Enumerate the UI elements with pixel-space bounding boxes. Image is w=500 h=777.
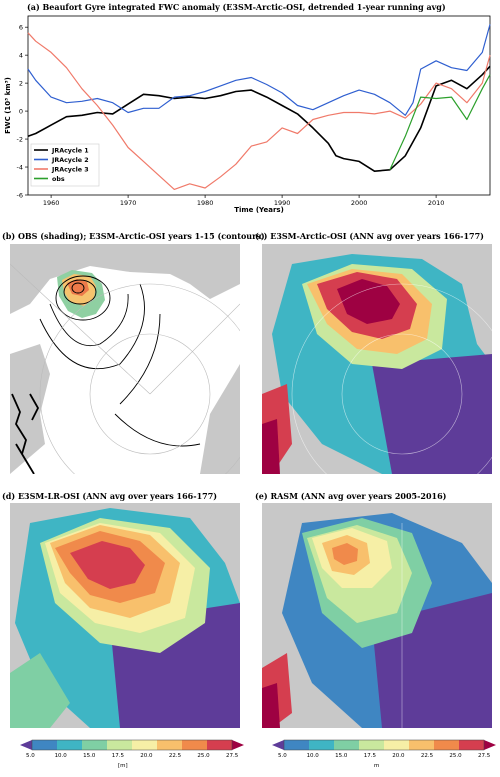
colorbar-segment [459, 740, 485, 750]
fwc-timeseries-chart: 1960 1970 1980 1990 2000 2010 -6 -4 -2 0 2 4 6 Time (… [4, 15, 491, 214]
colorbar-segment [157, 740, 183, 750]
y-axis-label: FWC (10³ km³) [4, 77, 12, 134]
colorbar-segment [334, 740, 360, 750]
panel-d-map [10, 503, 240, 728]
y-tick-label: -2 [17, 135, 23, 143]
x-axis-label: Time (Years) [234, 206, 284, 214]
x-tick-label: 1980 [197, 199, 214, 207]
land-north [10, 244, 240, 314]
legend-label: obs [52, 176, 65, 183]
colorbar-segment [132, 740, 158, 750]
colorbar-tick-label: 22.5 [168, 753, 182, 759]
colorbar-right [272, 739, 496, 751]
colorbar-tick-label: 15.0 [83, 753, 96, 759]
x-tick-label: 1960 [43, 199, 60, 207]
colorbar-segment [409, 740, 435, 750]
colorbar-right-unit: m [374, 763, 380, 769]
legend-label: JRAcycle 3 [51, 166, 89, 173]
colorbar-tick-label: 5.0 [278, 753, 287, 759]
colorbar-segment [309, 740, 335, 750]
colorbar-left-unit: [m] [118, 763, 128, 769]
colorbar-segment [359, 740, 385, 750]
panel-a-title: (a) Beaufort Gyre integrated FWC anomaly… [27, 2, 446, 12]
model-contours [39, 275, 201, 447]
colorbar-left [20, 739, 244, 751]
colorbar-segment [182, 740, 208, 750]
colorbar-tick-label: 15.0 [335, 753, 348, 759]
x-tick-label: 1990 [274, 199, 291, 207]
legend-label: JRAcycle 2 [51, 157, 89, 164]
y-tick-label: 2 [19, 79, 23, 87]
y-tick-label: 0 [19, 107, 23, 115]
colorbar-segment [107, 740, 133, 750]
colorbar-frame [31, 739, 233, 751]
colorbar-segment [82, 740, 108, 750]
colorbar-segment [434, 740, 460, 750]
colorbar-max-arrow [232, 740, 244, 750]
colorbar-tick-label: 20.0 [392, 753, 405, 759]
colorbar-tick-label: 10.0 [306, 753, 319, 759]
colorbar-segment [384, 740, 410, 750]
x-tick-label: 2010 [428, 199, 445, 207]
panel-c-title: (c) E3SM-Arctic-OSI (ANN avg over years … [255, 231, 484, 241]
colorbar-tick-label: 20.0 [140, 753, 153, 759]
colorbar-segment [32, 740, 58, 750]
colorbar-tick-label: 17.5 [111, 753, 124, 759]
panel-b-map [10, 244, 240, 474]
colorbar-tick-label: 25.0 [449, 753, 462, 759]
colorbar-tick-label: 17.5 [363, 753, 376, 759]
panel-e-title: (e) RASM (ANN avg over years 2005-2016) [255, 491, 447, 501]
land-eurasia [200, 364, 240, 474]
colorbar-segment [207, 740, 233, 750]
x-tick-label: 1970 [120, 199, 137, 207]
colorbar-tick-label: 22.5 [420, 753, 434, 759]
colorbar-tick-label: 5.0 [26, 753, 35, 759]
colorbar-tick-label: 10.0 [54, 753, 67, 759]
y-tick-label: 6 [19, 23, 23, 31]
panel-b-title: (b) OBS (shading); E3SM-Arctic-OSI years… [2, 231, 265, 241]
colorbar-min-arrow [20, 740, 32, 750]
colorbar-min-arrow [272, 740, 284, 750]
panel-e-map [262, 503, 492, 728]
land-canada [10, 344, 50, 474]
obs-shading-inner [67, 279, 89, 296]
series-line-obs [389, 74, 491, 171]
colorbar-tick-label: 25.0 [197, 753, 210, 759]
series-line-jracycle-3 [27, 32, 491, 190]
colorbar-segment [57, 740, 83, 750]
y-tick-label: 4 [19, 51, 23, 59]
legend-label: JRAcycle 1 [51, 147, 89, 154]
colorbar-segment [284, 740, 310, 750]
panel-c-map [262, 244, 492, 474]
x-tick-label: 2000 [351, 199, 368, 207]
y-tick-label: -6 [17, 191, 23, 199]
colorbar-frame [283, 739, 485, 751]
panel-d-title: (d) E3SM-LR-OSI (ANN avg over years 166-… [2, 491, 218, 501]
y-tick-label: -4 [17, 163, 23, 171]
colorbar-tick-label: 27.5 [478, 753, 491, 759]
plot-frame [27, 15, 491, 196]
colorbar-max-arrow [484, 740, 496, 750]
colorbar-tick-label: 27.5 [226, 753, 239, 759]
series-line-jracycle-2 [27, 24, 491, 116]
